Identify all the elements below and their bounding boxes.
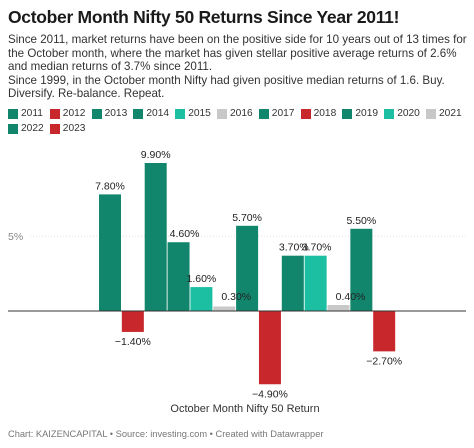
bar-2021: [327, 305, 350, 311]
legend-item-2012: 2012: [49, 107, 86, 120]
legend-label: 2013: [104, 108, 128, 119]
legend-swatch: [91, 108, 102, 119]
data-label-2019: 3.70%: [279, 242, 309, 254]
data-label-2016: 0.30%: [221, 291, 251, 303]
data-label-2012: −1.40%: [115, 336, 151, 348]
bar-2020: [304, 255, 327, 311]
data-label-2020: 3.70%: [302, 242, 332, 254]
legend-swatch: [8, 123, 18, 134]
legend-label: 2019: [355, 108, 379, 119]
legend-label: 2017: [271, 108, 295, 119]
data-label-2018: −4.90%: [252, 388, 288, 400]
legend-label: 2023: [62, 123, 86, 134]
data-label-2011: 7.80%: [95, 180, 125, 192]
bar-2012: [121, 311, 144, 332]
data-label-2014: 4.60%: [170, 228, 200, 240]
legend-item-2021: 2021: [426, 107, 462, 120]
legend-swatch: [426, 108, 436, 119]
y-tick-label: 5%: [8, 231, 23, 243]
legend-label: 2016: [230, 108, 253, 119]
data-label-2017: 5.70%: [232, 212, 262, 224]
legend-swatch: [175, 108, 186, 119]
legend-label: 2015: [188, 108, 211, 119]
legend-swatch: [49, 108, 60, 119]
legend-item-2020: 2020: [384, 107, 420, 120]
legend-item-2016: 2016: [217, 107, 253, 120]
legend-label: 2011: [21, 108, 43, 119]
legend-item-2019: 2019: [342, 107, 378, 120]
description-line-2: Since 1999, in the October month Nifty h…: [8, 73, 445, 101]
data-label-2021: 0.40%: [336, 291, 366, 303]
bar-2019: [281, 255, 304, 311]
legend-row: 2022 2023: [8, 122, 472, 135]
description-line-1: Since 2011, market returns have been on …: [8, 33, 467, 74]
data-label-2015: 1.60%: [187, 273, 217, 285]
legend-label: 2012: [62, 108, 86, 119]
legend-swatch: [258, 108, 269, 119]
legend-item-2014: 2014: [133, 107, 169, 120]
legend-item-2015: 2015: [175, 107, 211, 120]
legend-label: 2022: [21, 123, 44, 134]
data-label-2013: 9.90%: [141, 149, 171, 161]
bar-2018: [258, 311, 281, 385]
legend-swatch: [133, 108, 144, 119]
chart-footer: Chart: KAIZENCAPITAL • Source: investing…: [8, 429, 324, 439]
legend-label: 2018: [313, 108, 337, 119]
legend-label: 2014: [146, 108, 170, 119]
legend-item-2023: 2023: [49, 122, 86, 135]
bar-2011: [99, 194, 121, 311]
legend-label: 2021: [439, 108, 462, 119]
bar-2016: [213, 306, 236, 311]
bar-2013: [144, 162, 167, 311]
legend-swatch: [342, 108, 353, 119]
x-axis-title: October Month Nifty 50 Return: [170, 403, 319, 415]
legend-item-2018: 2018: [300, 107, 337, 120]
legend-swatch: [8, 108, 18, 119]
chart-description: Since 2011, market returns have been on …: [8, 33, 470, 101]
legend-swatch: [300, 108, 311, 119]
bar-2014: [167, 242, 190, 311]
bar-2023: [373, 311, 396, 352]
legend-item-2022: 2022: [8, 122, 44, 135]
legend-swatch: [217, 108, 227, 119]
legend-item-2013: 2013: [91, 107, 128, 120]
data-label-2022: 5.50%: [346, 215, 376, 227]
legend-item-2017: 2017: [258, 107, 295, 120]
data-label-2023: −2.70%: [366, 355, 402, 367]
legend-item-2011: 2011: [8, 107, 43, 120]
legend-label: 2020: [397, 108, 420, 119]
chart-legend: 2011 2012 2013 2014 2015 2016 2017 2018 2019 2020…: [8, 107, 472, 137]
bar-2022: [350, 228, 373, 311]
legend-row: 2011 2012 2013 2014 2015 2016 2017 2018 2019 2020…: [8, 107, 472, 120]
legend-swatch: [384, 108, 395, 119]
chart-title: October Month Nifty 50 Returns Since Yea…: [8, 7, 400, 27]
bar-2015: [190, 287, 213, 311]
legend-swatch: [49, 123, 60, 134]
bar-2017: [236, 225, 259, 311]
